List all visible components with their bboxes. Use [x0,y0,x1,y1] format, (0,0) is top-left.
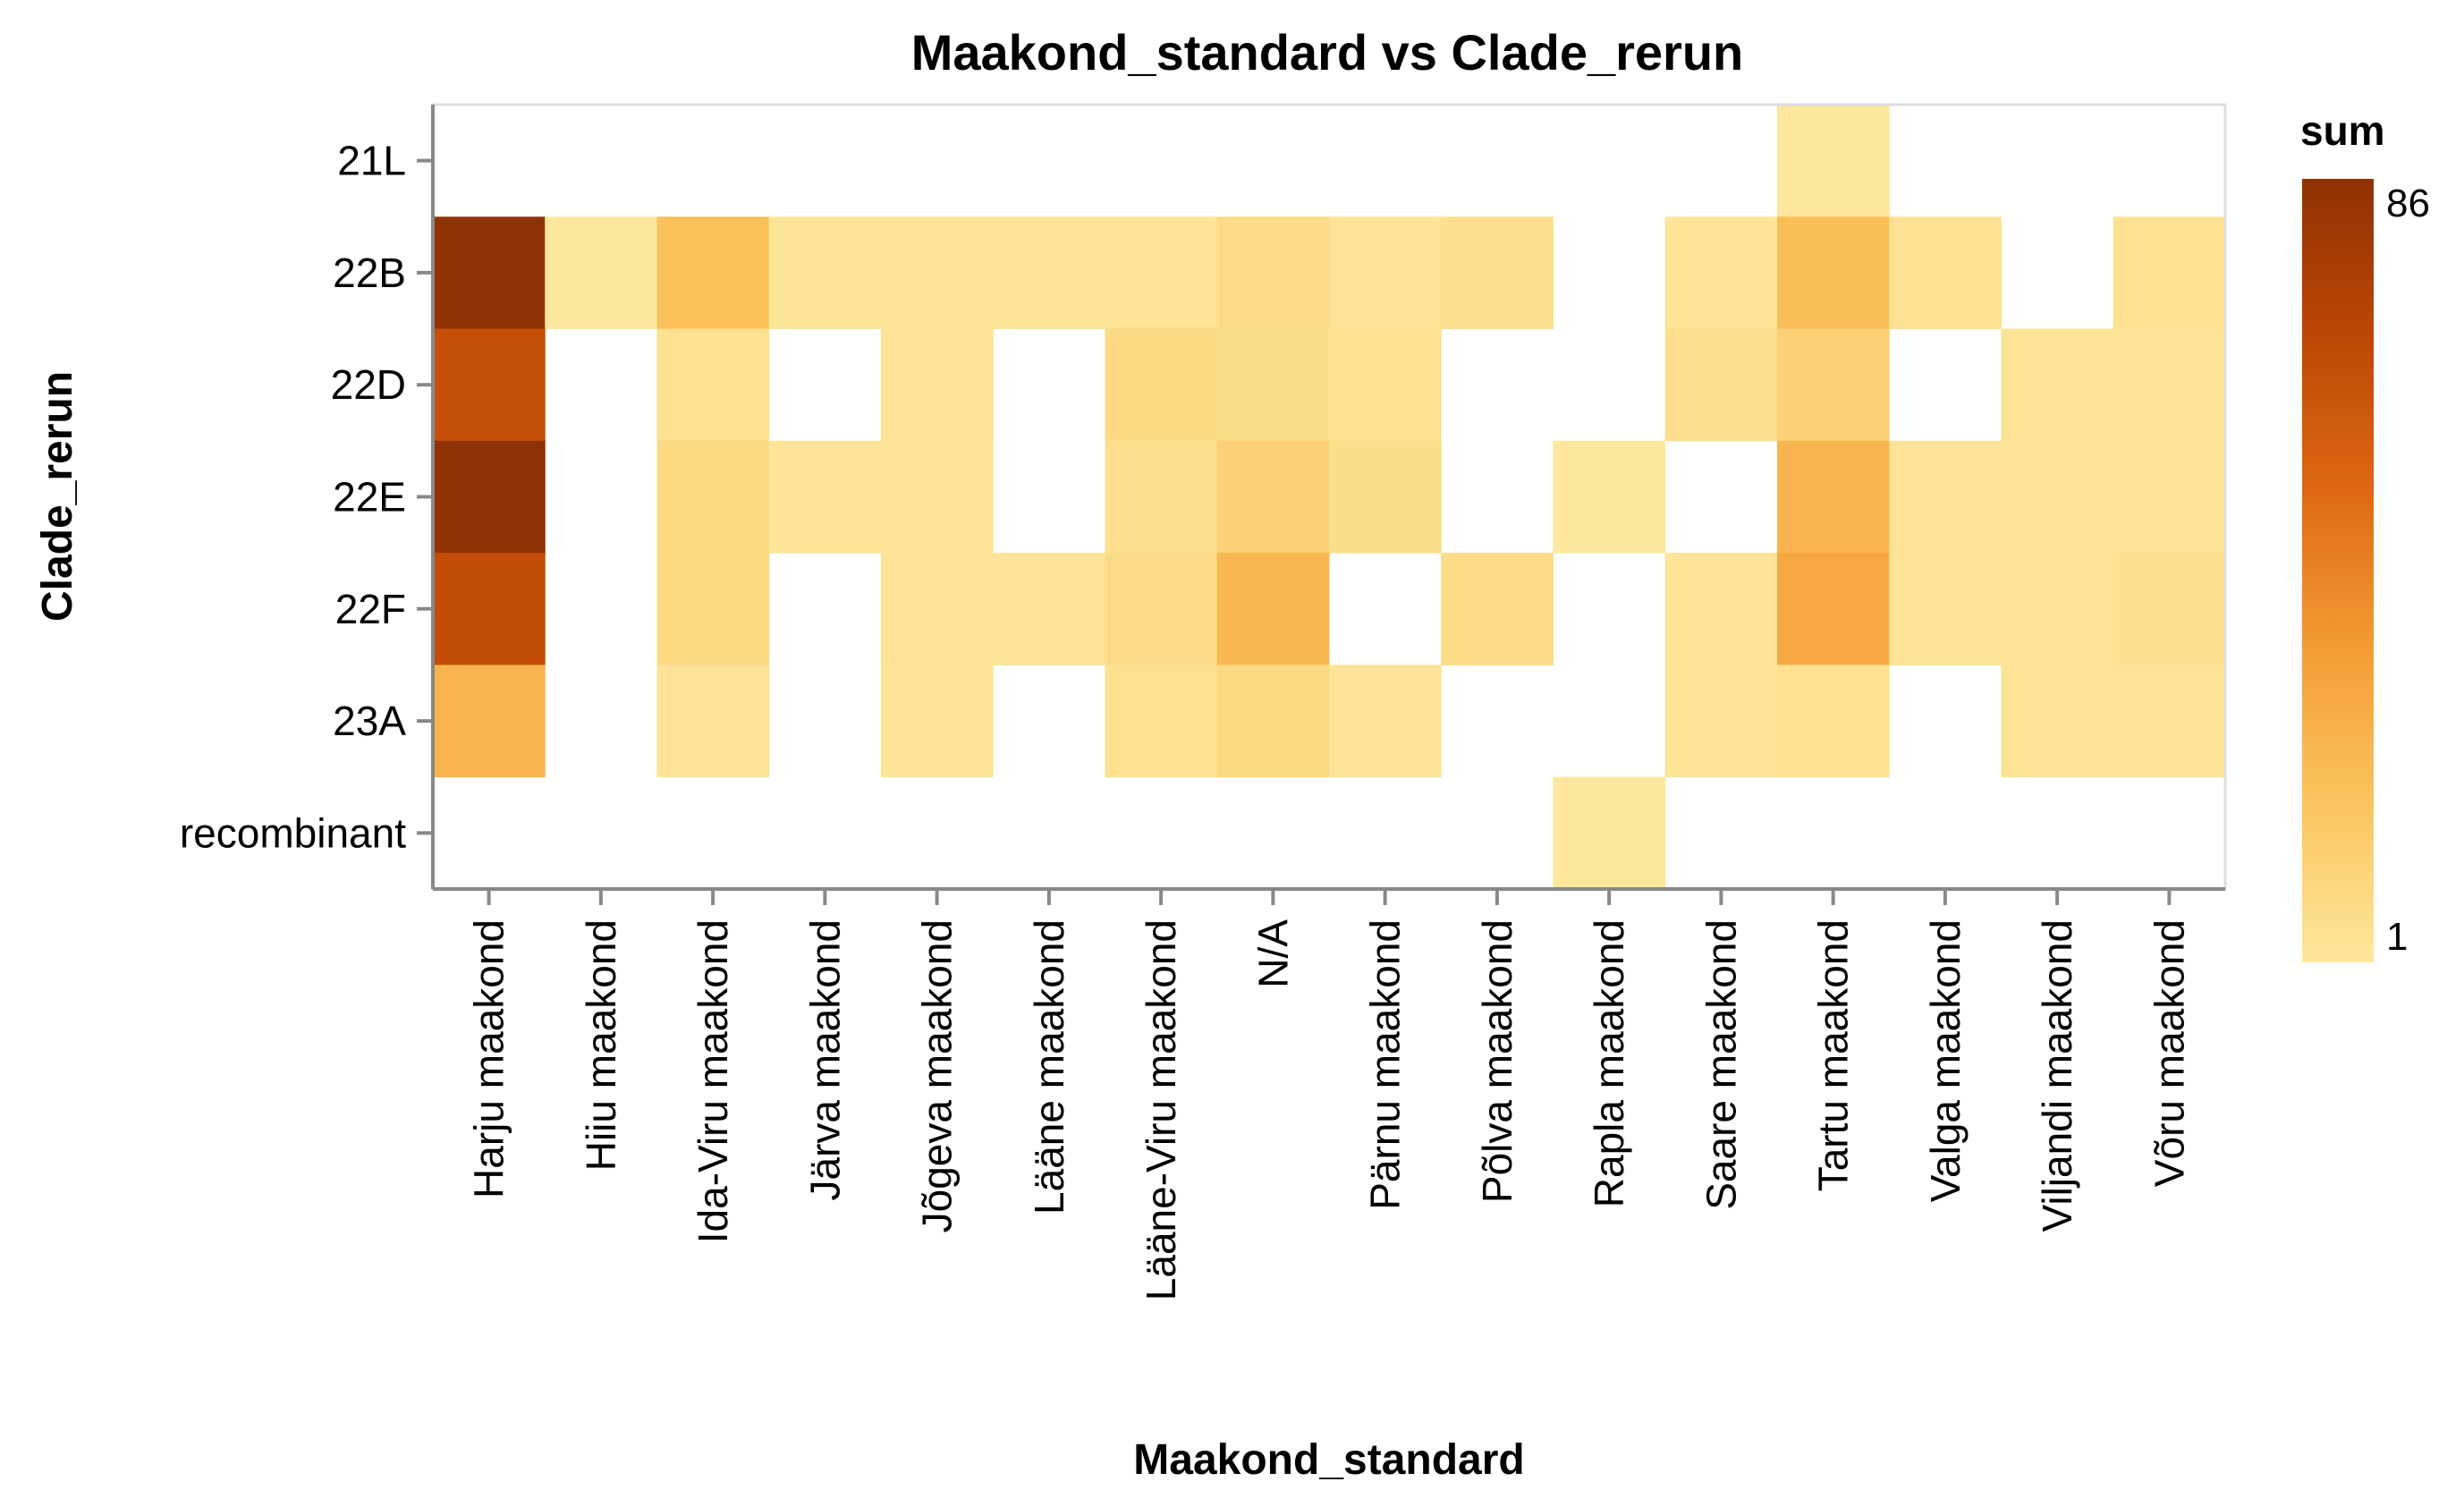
heatmap-cell [433,216,546,330]
y-axis: 21L 22B 22D 22E 22F 23A recombinant [180,138,433,856]
heatmap-cell [881,665,994,778]
heatmap-cell [1553,776,1666,890]
heatmap-cell [1216,328,1330,442]
heatmap-cell [2001,665,2114,778]
heatmap-cell [1216,553,1330,665]
x-tick-label: Põlva maakond [1474,919,1520,1203]
heatmap-cell [2001,440,2114,554]
legend-title: sum [2300,107,2385,154]
y-tick-label: 22F [335,586,406,632]
heatmap-cell [1105,440,1218,554]
legend-max-label: 86 [2386,182,2430,225]
x-tick-label: Rapla maakond [1586,919,1632,1207]
x-tick-label: Viljandi maakond [2034,919,2080,1232]
heatmap-cell [2113,440,2226,554]
heatmap-cell [1664,216,1778,330]
x-tick-label: Ida-Viru maakond [690,919,736,1243]
heatmap-cell [1329,216,1442,330]
x-tick-label: Võru maakond [2146,919,2192,1187]
heatmap-cell [2113,328,2226,442]
heatmap-cell [1889,553,2002,665]
heatmap-cell [1105,553,1218,665]
heatmap-cell [1216,216,1330,330]
heatmap-cell [1664,328,1778,442]
heatmap-cell [1777,328,1890,442]
heatmap-cell [881,216,994,330]
heatmap-cell [1105,216,1218,330]
heatmap-cell [1664,665,1778,778]
heatmap-cell [1889,440,2002,554]
x-tick-label: Järva maakond [801,919,848,1201]
heatmap-cell [433,665,546,778]
x-axis-title: Maakond_standard [1133,1436,1524,1484]
y-tick-label: 22E [333,474,406,521]
heatmap-cell [1329,440,1442,554]
heatmap-cell [433,553,546,665]
heatmap-cell [768,440,882,554]
heatmap-cell [656,216,770,330]
heatmap-cell [1216,665,1330,778]
heatmap-cell [881,553,994,665]
heatmap-cell [1777,440,1890,554]
heatmap-cell [656,553,770,665]
heatmap-cell [656,440,770,554]
x-tick-label: N/A [1249,919,1296,988]
heatmap-cells [433,105,2226,890]
heatmap-cell [2001,553,2114,665]
heatmap-cell [1777,105,1890,217]
y-tick-label: 22D [331,361,406,408]
heatmap-cell [1105,665,1218,778]
heatmap-cell [1105,328,1218,442]
x-tick-label: Tartu maakond [1810,919,1857,1191]
heatmap-cell [1329,665,1442,778]
x-tick-label: Valga maakond [1922,919,1969,1202]
heatmap-cell [656,665,770,778]
heatmap-cell [2113,216,2226,330]
heatmap-cell [2113,665,2226,778]
heatmap-cell [2001,328,2114,442]
heatmap-cell [1441,553,1554,665]
heatmap-cell [433,328,546,442]
heatmap-cell [1216,440,1330,554]
heatmap-cell [433,440,546,554]
heatmap-cell [1664,553,1778,665]
x-axis: Harju maakond Hiiu maakond Ida-Viru maakon… [466,889,2192,1300]
heatmap-cell [881,328,994,442]
heatmap-cell [993,216,1105,330]
heatmap-cell [1889,216,2002,330]
heatmap-cell [1329,328,1442,442]
x-tick-label: Saare maakond [1698,919,1744,1210]
y-tick-label: 21L [337,138,406,184]
y-tick-label: 22B [333,250,406,296]
heatmap-cell [656,328,770,442]
heatmap-cell [993,553,1105,665]
chart-title: Maakond_standard vs Clade_rerun [911,24,1744,80]
heatmap-cell [545,216,657,330]
x-tick-label: Harju maakond [466,919,512,1198]
y-tick-label: 23A [333,698,406,744]
x-tick-label: Pärnu maakond [1362,919,1409,1210]
x-tick-label: Hiiu maakond [578,919,624,1171]
heatmap-cell [881,440,994,554]
heatmap-cell [1553,440,1666,554]
heatmap-cell [768,216,882,330]
heatmap-cell [2113,553,2226,665]
heatmap-cell [1777,665,1890,778]
x-tick-label: Lääne maakond [1026,919,1072,1215]
x-tick-label: Jõgeva maakond [914,919,961,1232]
x-tick-label: Lääne-Viru maakond [1138,919,1184,1300]
y-axis-title: Clade_rerun [34,371,81,622]
legend-color-bar [2302,179,2374,962]
heatmap-cell [1777,216,1890,330]
heatmap-cell [1441,216,1554,330]
y-tick-label: recombinant [180,809,406,856]
heatmap-cell [1777,553,1890,665]
legend-min-label: 1 [2386,915,2408,959]
